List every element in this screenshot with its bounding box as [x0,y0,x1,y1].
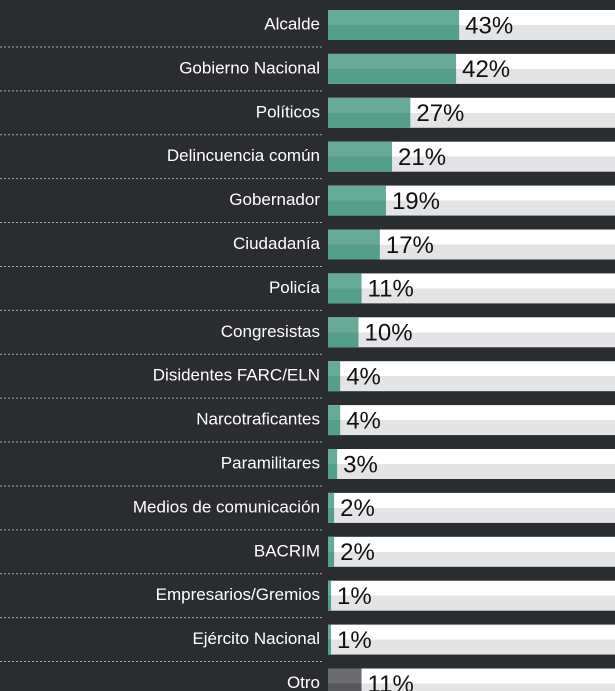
value-label: 17% [386,232,434,259]
category-label: Disidentes FARC/ELN [153,366,320,385]
bar [328,185,386,216]
bar [328,229,380,260]
bar [328,492,335,523]
value-label: 4% [346,364,381,391]
bar-track [328,317,615,348]
value-label: 21% [398,144,446,171]
bar-track [328,580,615,611]
category-label: Alcalde [264,14,320,33]
bar [328,668,362,691]
bar [328,273,362,304]
bar-track [328,449,615,479]
category-label: Congresistas [221,322,320,341]
bar-track [328,668,615,691]
value-label: 3% [343,451,378,478]
category-label: Empresarios/Gremios [156,585,320,604]
category-label: Medios de comunicación [133,497,320,516]
category-label: Políticos [256,102,320,121]
bar [328,361,341,392]
category-label: Delincuencia común [167,146,320,165]
value-label: 10% [365,320,413,347]
category-label: Policía [269,278,321,297]
value-label: 43% [465,12,513,39]
bar-track [328,624,615,655]
category-label: Otro [287,673,320,691]
bar [328,536,335,567]
category-label: Ciudadanía [233,234,321,253]
bar [328,53,457,84]
value-label: 2% [340,539,375,566]
value-label: 42% [462,56,510,83]
bar-track [328,536,615,567]
bar-track [328,405,615,436]
bar [328,97,411,128]
value-label: 27% [416,100,464,127]
value-label: 4% [346,407,381,434]
bar [328,624,332,655]
bar [328,317,359,348]
value-label: 11% [368,671,414,691]
category-label: Paramilitares [221,453,320,472]
category-label: Narcotraficantes [196,410,320,429]
category-label: BACRIM [254,541,320,560]
bar [328,10,460,40]
value-label: 11% [368,276,414,303]
bar [328,449,338,479]
category-label: Gobierno Nacional [179,58,320,77]
bar-track [328,361,615,392]
value-label: 2% [340,495,375,522]
category-label: Gobernador [229,190,320,209]
value-label: 1% [337,583,372,610]
bar [328,580,332,611]
bar [328,141,393,172]
value-label: 19% [392,188,440,215]
value-label: 1% [337,627,372,654]
bar [328,405,341,436]
category-label: Ejército Nacional [192,629,320,648]
bar-track [328,273,615,304]
bar-track [328,492,615,523]
